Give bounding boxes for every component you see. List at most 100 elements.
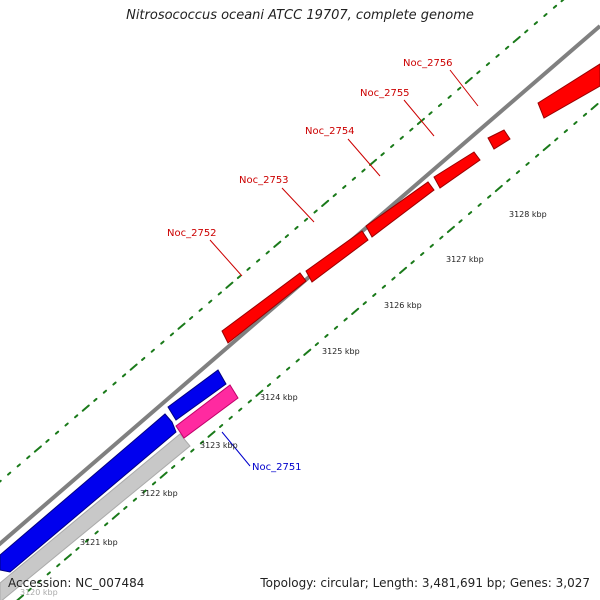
inner-tick-mark (94, 530, 99, 535)
inner-tick-mark (171, 464, 176, 469)
outer-tick-mark (81, 404, 90, 412)
gc-track-segment (0, 433, 191, 600)
scale-label: 3120 kbp (20, 588, 58, 597)
scale-label: 3127 kbp (446, 255, 484, 264)
gene-label: Noc_2751 (252, 462, 302, 473)
inner-tick-mark (590, 103, 599, 111)
scale-label: 3121 kbp (80, 538, 118, 547)
outer-tick-mark (560, 0, 565, 3)
outer-tick-mark (45, 438, 50, 443)
inner-tick-mark (207, 430, 216, 438)
outer-tick-mark (409, 127, 414, 132)
outer-tick-mark (217, 291, 222, 296)
inner-tick-mark (46, 571, 51, 576)
outer-tick-mark (457, 86, 462, 91)
inner-tick-mark (63, 553, 72, 561)
inner-tick-mark (381, 284, 387, 289)
outer-tick-mark (294, 225, 299, 230)
gene-label: Noc_2753 (239, 175, 289, 186)
outer-tick-mark (169, 332, 175, 337)
outer-tick-mark (150, 348, 155, 353)
inner-tick-mark (238, 407, 243, 412)
outer-tick-mark (121, 373, 127, 378)
outer-tick-mark (74, 414, 79, 419)
inner-tick-mark (333, 325, 339, 330)
inner-tick-mark (255, 389, 264, 397)
inner-tick-mark (142, 489, 147, 494)
outer-tick-mark (303, 217, 309, 222)
outer-tick-mark (102, 389, 108, 394)
gene-label: Noc_2754 (305, 126, 355, 137)
inner-tick-mark (266, 383, 272, 388)
outer-tick-mark (177, 322, 186, 330)
inner-tick-mark (458, 219, 463, 224)
outer-tick-mark (543, 13, 548, 17)
inner-tick-mark (37, 579, 42, 584)
inner-tick-mark (477, 202, 482, 207)
outer-tick-mark (428, 111, 433, 116)
outer-tick-mark (26, 455, 31, 460)
inner-tick-mark (295, 358, 300, 363)
gene-leader-line (347, 138, 381, 177)
gene-arrow-red-edge (537, 63, 600, 119)
gene-leader-line (403, 99, 435, 137)
inner-tick-mark (494, 184, 503, 193)
outer-tick-mark (7, 471, 12, 476)
inner-tick-mark (111, 512, 120, 520)
outer-tick-mark (321, 199, 330, 207)
scale-label: 3128 kbp (509, 210, 547, 219)
scale-label: 3123 kbp (200, 441, 238, 450)
outer-tick-mark (369, 158, 378, 166)
outer-tick-mark (284, 234, 289, 239)
gene-arrow-noc-2753 (305, 230, 369, 283)
inner-tick-mark (180, 456, 185, 461)
outer-tick-mark (141, 356, 146, 361)
outer-tick-mark (16, 463, 21, 468)
outer-tick-mark (380, 152, 385, 157)
inner-tick-mark (84, 538, 90, 543)
outer-tick-mark (265, 250, 270, 255)
gene-label: Noc_2755 (360, 88, 410, 99)
outer-tick-mark (255, 258, 261, 263)
inner-tick-mark (27, 587, 32, 592)
outer-tick-mark (361, 168, 366, 173)
feature-tracks (0, 24, 600, 600)
inner-tick-mark (75, 546, 80, 551)
inner-tick-mark (420, 252, 425, 256)
inner-tick-mark (372, 292, 377, 297)
outer-tick-mark (0, 479, 2, 483)
gene-label: Noc_2756 (403, 58, 453, 69)
outer-tick-mark (93, 397, 98, 402)
gene-leader-line (221, 431, 251, 467)
inner-tick-mark (314, 342, 319, 347)
inner-tick-mark (56, 563, 61, 568)
inner-tick-mark (534, 153, 540, 158)
outer-tick-mark (246, 266, 251, 271)
inner-tick-mark (446, 225, 455, 234)
blue-cds-arrow (0, 413, 177, 573)
outer-tick-mark (225, 281, 234, 289)
inner-tick-mark (515, 170, 521, 175)
outer-tick-mark (399, 135, 404, 140)
inner-tick-mark (487, 194, 492, 199)
outer-tick-mark (33, 445, 42, 453)
inner-tick-mark (303, 348, 312, 356)
inner-tick-mark (343, 317, 348, 322)
inner-tick-mark (190, 448, 195, 453)
outer-tick-mark (485, 62, 491, 67)
inner-tick-mark (573, 121, 578, 125)
inner-tick-mark (132, 497, 138, 502)
outer-tick-mark (236, 275, 242, 280)
inner-tick-mark (467, 211, 473, 216)
scale-label: 3122 kbp (140, 489, 178, 498)
outer-tick-mark (54, 430, 60, 435)
outer-tick-mark (390, 144, 395, 148)
outer-tick-mark (208, 299, 213, 304)
outer-tick-mark (437, 103, 443, 108)
outer-tick-mark (464, 76, 473, 85)
outer-tick-mark (495, 53, 500, 58)
inner-tick-mark (351, 307, 360, 315)
inner-tick-mark (399, 266, 408, 274)
scale-labels: 3120 kbp 3121 kbp 3122 kbp 3123 kbp 3124 kbp… (20, 210, 547, 597)
